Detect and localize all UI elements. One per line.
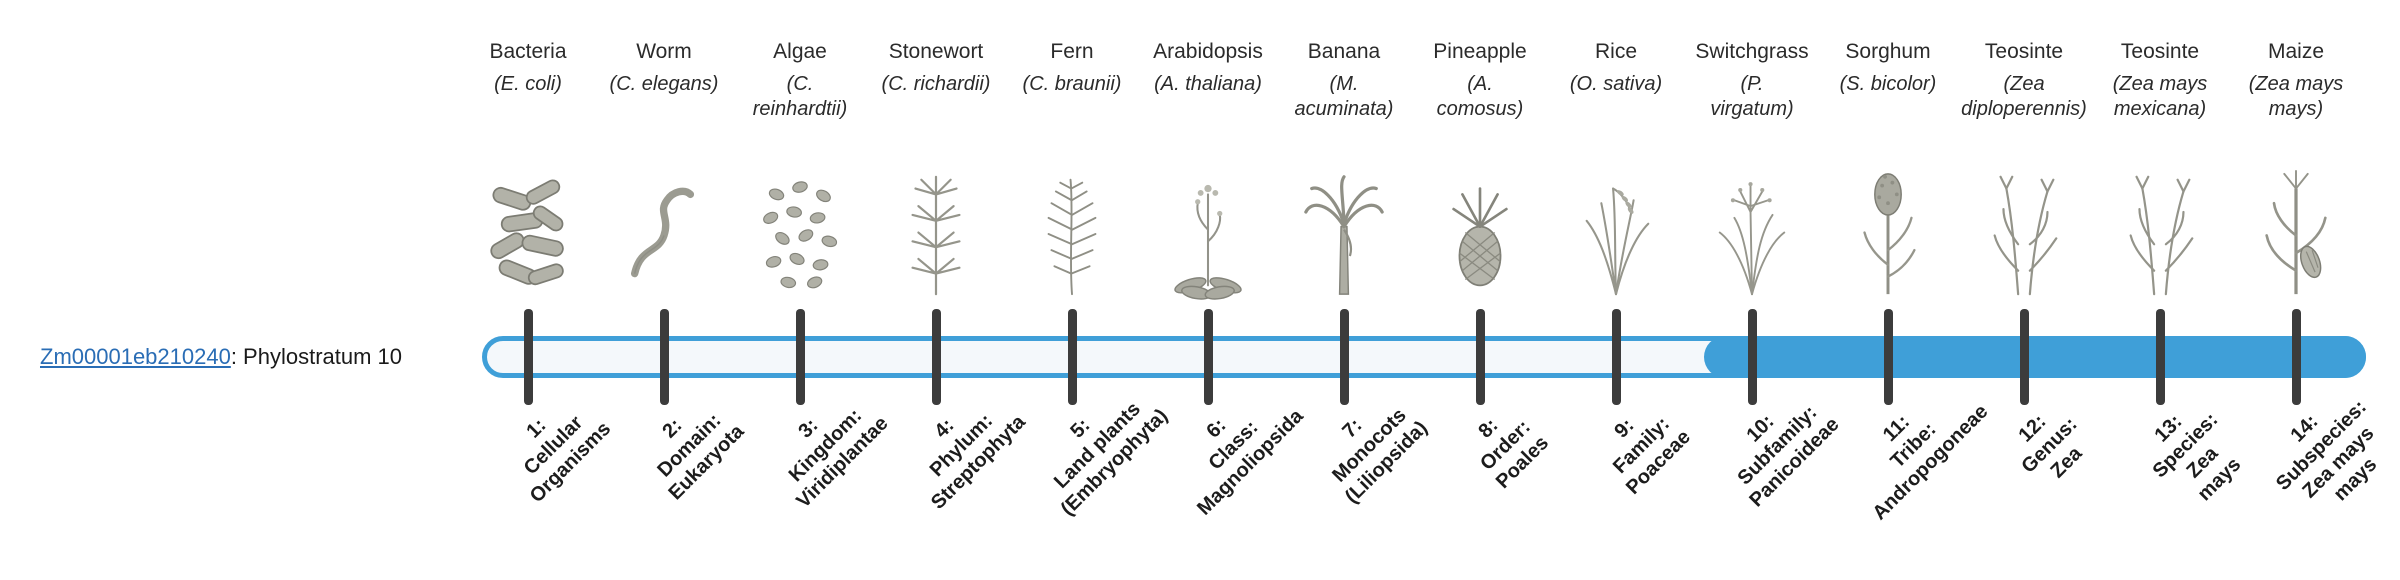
- organism-common-name: Maize: [2267, 40, 2325, 63]
- phylostratum-track-fill: [1704, 336, 2366, 378]
- fern-icon: [1012, 168, 1132, 300]
- teosinte-icon: [2100, 168, 2220, 300]
- stratum-tick: [1067, 309, 1077, 405]
- stonewort-icon: [876, 168, 996, 300]
- stratum-tick: [1203, 309, 1213, 405]
- organism-common-name: Teosinte: [1984, 40, 2064, 63]
- stratum-tick: [659, 309, 669, 405]
- stratum-tick: [2291, 309, 2301, 405]
- sorghum-icon: [1828, 168, 1948, 300]
- teosinte-icon: [1964, 168, 2084, 300]
- rice-icon: [1556, 168, 1676, 300]
- arabidopsis-icon: [1148, 168, 1268, 300]
- stratum-tick: [1611, 309, 1621, 405]
- organism-scientific-name: (O. sativa): [1569, 73, 1663, 95]
- organism-scientific-name: (M. acuminata): [1294, 73, 1394, 120]
- stratum-tick: [2155, 309, 2165, 405]
- organism-common-name: Teosinte: [2120, 40, 2200, 63]
- organism-scientific-name: (C. braunii): [1022, 73, 1122, 95]
- bacteria-icon: [468, 168, 588, 300]
- banana-icon: [1284, 168, 1404, 300]
- stratum-tick: [523, 309, 533, 405]
- organism-common-name: Sorghum: [1845, 40, 1931, 63]
- switchgrass-icon: [1692, 168, 1812, 300]
- gene-phylostratum-text: : Phylostratum 10: [230, 344, 403, 369]
- stratum-tick: [931, 309, 941, 405]
- worm-icon: [604, 168, 724, 300]
- organism-scientific-name: (C. richardii): [881, 73, 991, 95]
- organism-common-name: Arabidopsis: [1153, 40, 1263, 63]
- stratum-tick: [1339, 309, 1349, 405]
- organism-common-name: Banana: [1307, 40, 1381, 63]
- gene-phylostratum-label: Zm00001eb210240: Phylostratum 10: [40, 344, 402, 370]
- gene-id-link[interactable]: Zm00001eb210240: [40, 344, 231, 369]
- algae-icon: [740, 168, 860, 300]
- organism-common-name: Algae: [773, 40, 827, 63]
- maize-icon: [2236, 168, 2356, 300]
- organism-common-name: Bacteria: [489, 40, 567, 63]
- organism-scientific-name: (Zea mays mexicana): [2112, 73, 2208, 120]
- stratum-tick: [1747, 309, 1757, 405]
- stratum-tick: [1883, 309, 1893, 405]
- organism-common-name: Worm: [636, 40, 692, 63]
- organism-scientific-name: (E. coli): [494, 73, 562, 95]
- organism-common-name: Pineapple: [1433, 40, 1527, 63]
- organism-scientific-name: (Zea diploperennis): [1961, 73, 2087, 120]
- organism-scientific-name: (A. thaliana): [1154, 73, 1262, 95]
- stratum-tick: [795, 309, 805, 405]
- stratum-tick: [1475, 309, 1485, 405]
- stratum-tick: [2019, 309, 2029, 405]
- organism-scientific-name: (S. bicolor): [1839, 73, 1937, 95]
- organism-common-name: Stonewort: [888, 40, 984, 63]
- organism-scientific-name: (Zea mays mays): [2248, 73, 2344, 120]
- organism-common-name: Fern: [1050, 40, 1094, 63]
- organism-scientific-name: (C. reinhardtii): [752, 73, 848, 120]
- organism-common-name: Rice: [1594, 40, 1637, 63]
- organism-scientific-name: (P. virgatum): [1710, 73, 1794, 120]
- organism-scientific-name: (C. elegans): [609, 73, 719, 95]
- organism-scientific-name: (A. comosus): [1436, 73, 1524, 120]
- organism-common-name: Switchgrass: [1695, 40, 1809, 63]
- pineapple-icon: [1420, 168, 1540, 300]
